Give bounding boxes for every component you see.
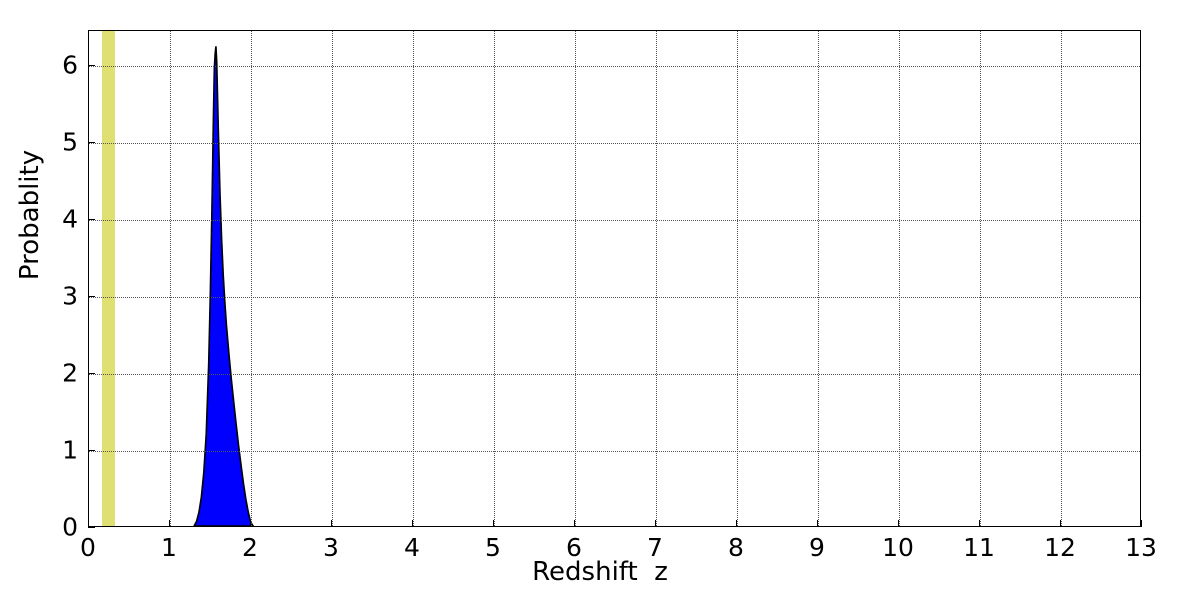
x-tick-label: 4 (404, 533, 420, 562)
x-tick-mark (817, 520, 818, 527)
x-tick-label: 10 (882, 533, 914, 562)
gridline-vertical (899, 31, 900, 526)
x-tick-label: 3 (323, 533, 339, 562)
gridline-horizontal (89, 373, 1140, 375)
x-tick-label: 2 (242, 533, 258, 562)
gridline-vertical (656, 31, 657, 526)
gridline-vertical (737, 31, 738, 526)
x-tick-label: 13 (1125, 533, 1157, 562)
gridline-vertical (575, 31, 576, 526)
x-axis-label: Redshift z (532, 557, 668, 587)
plot-area (88, 30, 1141, 527)
x-tick-mark (574, 520, 575, 527)
gridline-vertical (170, 31, 171, 526)
spectroscopic-redshift-band (101, 31, 115, 526)
x-tick-mark (412, 520, 413, 527)
x-tick-label: 6 (566, 533, 582, 562)
x-tick-label: 5 (485, 533, 501, 562)
x-tick-mark (736, 520, 737, 527)
x-tick-mark (493, 520, 494, 527)
x-tick-label: 7 (647, 533, 663, 562)
x-tick-mark (169, 520, 170, 527)
y-tick-mark (88, 372, 95, 374)
x-tick-label: 0 (80, 533, 96, 562)
curve-fill-path (194, 46, 253, 526)
probability-density-curve (89, 31, 1140, 526)
gridline-vertical (818, 31, 819, 526)
x-tick-mark (250, 520, 251, 527)
y-tick-label: 6 (62, 50, 78, 80)
y-tick-mark (88, 449, 95, 451)
x-tick-mark (331, 520, 332, 527)
y-tick-mark (88, 218, 95, 220)
gridline-vertical (980, 31, 981, 526)
gridline-vertical (251, 31, 252, 526)
x-tick-mark (1060, 520, 1061, 527)
y-tick-label: 1 (62, 435, 78, 465)
x-tick-mark (88, 520, 89, 527)
y-tick-label: 2 (62, 358, 78, 388)
gridline-horizontal (89, 219, 1140, 221)
y-tick-mark (88, 141, 95, 143)
gridline-horizontal (89, 450, 1140, 452)
y-axis-label: Probablity (15, 149, 45, 281)
y-tick-label: 4 (62, 204, 78, 234)
gridline-horizontal (89, 142, 1140, 144)
y-tick-mark (88, 295, 95, 297)
x-tick-label: 12 (1044, 533, 1076, 562)
x-tick-label: 11 (963, 533, 995, 562)
y-tick-label: 5 (62, 127, 78, 157)
x-tick-mark (898, 520, 899, 527)
gridline-horizontal (89, 296, 1140, 298)
x-tick-label: 9 (809, 533, 825, 562)
x-tick-label: 1 (161, 533, 177, 562)
x-tick-mark (979, 520, 980, 527)
gridline-vertical (1061, 31, 1062, 526)
gridline-horizontal (89, 65, 1140, 67)
x-tick-mark (655, 520, 656, 527)
y-tick-mark (88, 64, 95, 66)
x-tick-mark (1141, 520, 1142, 527)
gridline-vertical (494, 31, 495, 526)
gridline-vertical (413, 31, 414, 526)
y-tick-label: 3 (62, 281, 78, 311)
y-tick-mark (88, 527, 95, 528)
gridline-vertical (332, 31, 333, 526)
x-tick-label: 8 (728, 533, 744, 562)
y-tick-label: 0 (62, 512, 78, 542)
